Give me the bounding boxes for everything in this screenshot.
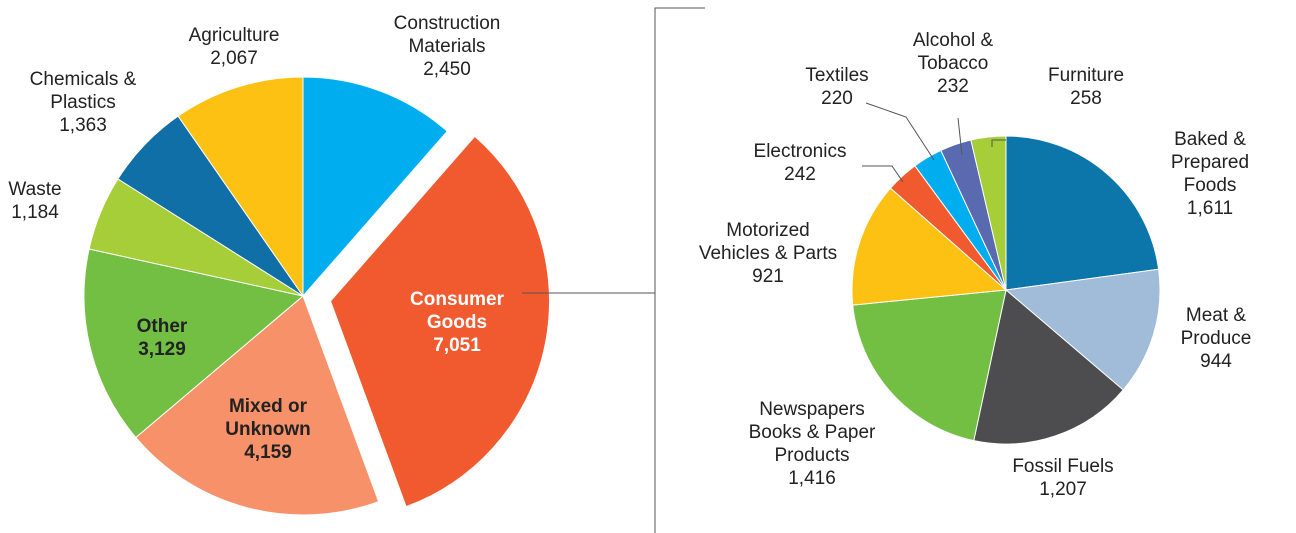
- slice-label: Alcohol & Tobacco 232: [913, 29, 993, 98]
- value-label: 4,159: [244, 442, 292, 463]
- value-label: 1,611: [1186, 198, 1234, 219]
- slice-label: Other 3,129: [137, 315, 188, 361]
- slice-label: Furniture 258: [1048, 64, 1124, 110]
- value-label: 220: [821, 88, 853, 109]
- value-label: 921: [752, 266, 784, 287]
- connector: [522, 7, 1006, 533]
- category-label: Fossil Fuels: [1012, 456, 1114, 477]
- pie-slice: [851, 187, 1008, 306]
- slice-label: Meat & Produce 944: [1181, 304, 1252, 373]
- category-label: Chemicals & Plastics: [29, 69, 137, 113]
- pie-slice: [177, 76, 304, 298]
- slice-label: Textiles 220: [805, 64, 868, 110]
- value-label: 232: [937, 76, 969, 97]
- pie-slice: [973, 289, 1124, 445]
- category-label: Waste: [8, 179, 62, 200]
- category-label: Textiles: [805, 65, 869, 86]
- value-label: 1,207: [1039, 479, 1087, 500]
- value-label: 1,184: [11, 202, 59, 223]
- slice-label: Electronics 242: [754, 140, 847, 186]
- slice-label: Baked & Prepared Foods 1,611: [1167, 128, 1253, 220]
- value-label: 2,067: [210, 48, 258, 69]
- value-label: 1,416: [788, 468, 836, 489]
- category-label: Baked & Prepared Foods: [1170, 129, 1250, 196]
- leader-line: [991, 139, 1006, 147]
- pie-slice: [852, 289, 1007, 442]
- category-label: Newspapers Books & Paper Products: [748, 399, 876, 466]
- pie-slice: [1004, 268, 1161, 391]
- category-label: Motorized Vehicles & Parts: [698, 220, 838, 264]
- leader-line: [862, 165, 904, 183]
- category-label: Other: [136, 316, 188, 337]
- value-label: 944: [1200, 351, 1232, 372]
- category-label: Alcohol & Tobacco: [912, 30, 994, 74]
- value-label: 258: [1070, 88, 1102, 109]
- value-label: 7,051: [433, 335, 481, 356]
- slice-label: Fossil Fuels 1,207: [1012, 455, 1113, 501]
- value-label: 1,363: [59, 115, 107, 136]
- category-label: Electronics: [753, 141, 847, 162]
- category-label: Agriculture: [188, 25, 280, 46]
- category-label: Furniture: [1047, 65, 1125, 86]
- category-label: Mixed or Unknown: [225, 396, 311, 440]
- category-label: Meat & Produce: [1180, 305, 1252, 349]
- slice-label: Motorized Vehicles & Parts 921: [699, 219, 837, 288]
- leader-line: [865, 102, 935, 161]
- slice-label: Agriculture 2,067: [189, 24, 280, 70]
- slice-label: Consumer Goods 7,051: [410, 288, 504, 357]
- pie-slice: [302, 76, 448, 298]
- pie-slice: [1005, 135, 1160, 291]
- pie-slice: [135, 295, 380, 516]
- pie-slice: [970, 135, 1007, 291]
- value-label: 242: [784, 164, 816, 185]
- category-label: Construction Materials: [393, 13, 501, 57]
- connector-bracket: [654, 7, 705, 533]
- slice-label: Chemicals & Plastics 1,363: [30, 68, 137, 137]
- slice-label: Waste 1,184: [8, 178, 61, 224]
- value-label: 2,450: [423, 59, 471, 80]
- slice-label: Construction Materials 2,450: [394, 12, 501, 81]
- pie-slice: [83, 248, 305, 439]
- leader-line: [957, 117, 963, 156]
- value-label: 3,129: [138, 339, 186, 360]
- category-label: Consumer Goods: [410, 289, 504, 333]
- pie-slice: [329, 135, 551, 508]
- slice-label: Newspapers Books & Paper Products 1,416: [749, 398, 876, 490]
- slice-label: Mixed or Unknown 4,159: [225, 395, 311, 464]
